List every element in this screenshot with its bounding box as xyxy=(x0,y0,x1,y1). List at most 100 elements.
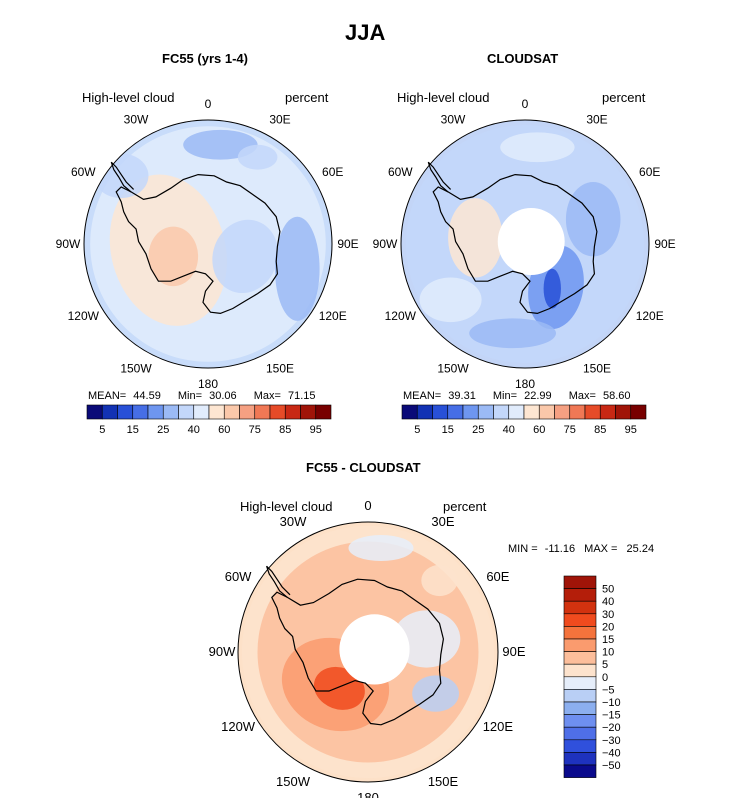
field-contour-3 xyxy=(313,666,365,710)
colorbar-swatch-13 xyxy=(599,404,616,420)
colorbar-swatch-4 xyxy=(147,404,164,420)
colorbar-swatch-2 xyxy=(117,404,134,420)
units-label-fc55: percent xyxy=(285,90,329,105)
max-label: Max= xyxy=(568,390,596,402)
field-contour-4 xyxy=(392,610,461,668)
colorbar-tick-85: 85 xyxy=(594,424,606,436)
colorbar-swatch-3 xyxy=(132,404,149,420)
colorbar-tick-15: 15 xyxy=(602,634,614,646)
colorbar-tick-−10: −10 xyxy=(602,697,621,709)
lon-label-60w: 60W xyxy=(225,569,252,584)
colorbar-swatch-9 xyxy=(538,404,555,420)
colorbar-swatch-10 xyxy=(239,404,256,420)
field-contour-6 xyxy=(93,153,149,199)
lon-label-180: 180 xyxy=(198,377,218,391)
polar-map-diff: 0 30E 60E 90E 120E 150E 180 150W 120W 90W 60W 30W xyxy=(209,498,526,798)
colorbar-swatch-10 xyxy=(563,701,597,715)
field-contour-3 xyxy=(543,268,561,309)
colorbar-swatch-15 xyxy=(315,404,332,420)
antarctica-coastline xyxy=(115,173,281,315)
colorbar-swatch-8 xyxy=(208,404,225,420)
colorbar-swatch-7 xyxy=(563,663,597,678)
colorbar-tick-−30: −30 xyxy=(602,735,621,747)
lon-label-90e: 90E xyxy=(654,237,675,251)
field-contour-7 xyxy=(469,318,556,349)
field-contour-3 xyxy=(212,219,279,294)
min-label: MIN = xyxy=(508,543,538,555)
colorbar-tick-40: 40 xyxy=(188,424,200,436)
polar-map-cloudsat: 0 30E 60E 90E 120E 150E 180 150W 120W 90W 60W 30W xyxy=(373,97,676,391)
mean-value: 39.31 xyxy=(448,390,476,402)
lon-label-180: 180 xyxy=(515,377,535,391)
colorbar-tick-60: 60 xyxy=(533,424,545,436)
colorbar-swatch-15 xyxy=(630,404,647,420)
colorbar-swatch-15 xyxy=(563,764,597,778)
colorbar-tick-−20: −20 xyxy=(602,722,621,734)
colorbar-swatch-4 xyxy=(462,404,479,420)
lon-label-90e: 90E xyxy=(337,237,358,251)
colorbar-tick-95: 95 xyxy=(625,424,637,436)
colorbar-swatch-1 xyxy=(563,588,597,602)
min-label: Min= xyxy=(177,390,203,402)
colorbar-swatch-13 xyxy=(284,404,301,420)
panel-title-cloudsat: CLOUDSAT xyxy=(487,51,559,66)
lon-label-120e: 120E xyxy=(636,309,664,323)
colorbar-tick-85: 85 xyxy=(279,424,291,436)
colorbar-swatch-0 xyxy=(401,404,418,420)
cloud-field-cloudsat xyxy=(401,120,649,368)
colorbar-swatch-11 xyxy=(569,404,586,420)
field-label-fc55: High-level cloud xyxy=(82,90,175,105)
field-contour-4 xyxy=(565,182,621,257)
lon-label-120w: 120W xyxy=(68,309,100,323)
field-contour-6 xyxy=(348,535,414,561)
colorbar-swatch-1 xyxy=(101,404,118,420)
lon-label-30e: 30E xyxy=(586,112,607,126)
colorbar-swatch-2 xyxy=(432,404,449,420)
colorbar-swatch-3 xyxy=(563,613,597,627)
colorbar-tick-5: 5 xyxy=(602,659,608,671)
lon-label-30w: 30W xyxy=(280,514,307,529)
lon-label-90w: 90W xyxy=(56,237,81,251)
lon-label-90w: 90W xyxy=(373,237,398,251)
antarctica-coastline xyxy=(432,173,598,315)
lon-label-180: 180 xyxy=(357,790,379,798)
polar-data-gap xyxy=(497,208,565,275)
max-value: 25.24 xyxy=(626,543,655,555)
colorbar-tick-10: 10 xyxy=(602,647,614,659)
colorbar-swatch-8 xyxy=(523,404,540,420)
colorbar-swatch-0 xyxy=(86,404,103,420)
colorbar-swatch-0 xyxy=(563,575,597,589)
max-value: 58.60 xyxy=(602,390,631,402)
colorbar-swatch-9 xyxy=(223,404,240,420)
colorbar-tick-95: 95 xyxy=(310,424,322,436)
stats-cloudsat: MEAN= 39.31 Min= 22.99 Max= 58.60 xyxy=(403,390,631,402)
stats-diff: MIN = -11.16 MAX = 25.24 xyxy=(508,543,654,555)
colorbar-tick-75: 75 xyxy=(564,424,576,436)
figure-title: JJA xyxy=(345,20,386,45)
mean-value: 44.59 xyxy=(133,390,161,402)
lon-label-60w: 60W xyxy=(388,165,413,179)
colorbar-tick-60: 60 xyxy=(218,424,230,436)
max-value: 71.15 xyxy=(287,390,316,402)
colorbar-swatch-12 xyxy=(269,404,286,420)
lon-label-60e: 60E xyxy=(322,165,343,179)
antarctic-peninsula xyxy=(110,161,135,193)
colorbar-tick-75: 75 xyxy=(249,424,261,436)
lon-label-90e: 90E xyxy=(502,644,525,659)
colorbar-swatch-7 xyxy=(508,404,525,420)
colorbar-swatch-14 xyxy=(300,404,317,420)
min-value: -11.16 xyxy=(544,543,576,555)
stats-fc55: MEAN= 44.59 Min= 30.06 Max= 71.15 xyxy=(88,390,316,402)
colorbar-swatch-13 xyxy=(563,739,597,753)
field-contour-2 xyxy=(148,226,199,287)
lon-label-120w: 120W xyxy=(221,719,256,734)
colorbar-swatch-3 xyxy=(447,404,464,420)
colorbar-swatch-1 xyxy=(416,404,433,420)
colorbar-tick-20: 20 xyxy=(602,621,614,633)
colorbar-tick-15: 15 xyxy=(442,424,454,436)
lon-label-60e: 60E xyxy=(486,569,509,584)
lon-label-30e: 30E xyxy=(431,514,454,529)
colorbar-swatch-2 xyxy=(563,600,597,615)
colorbar-swatch-5 xyxy=(563,638,597,652)
